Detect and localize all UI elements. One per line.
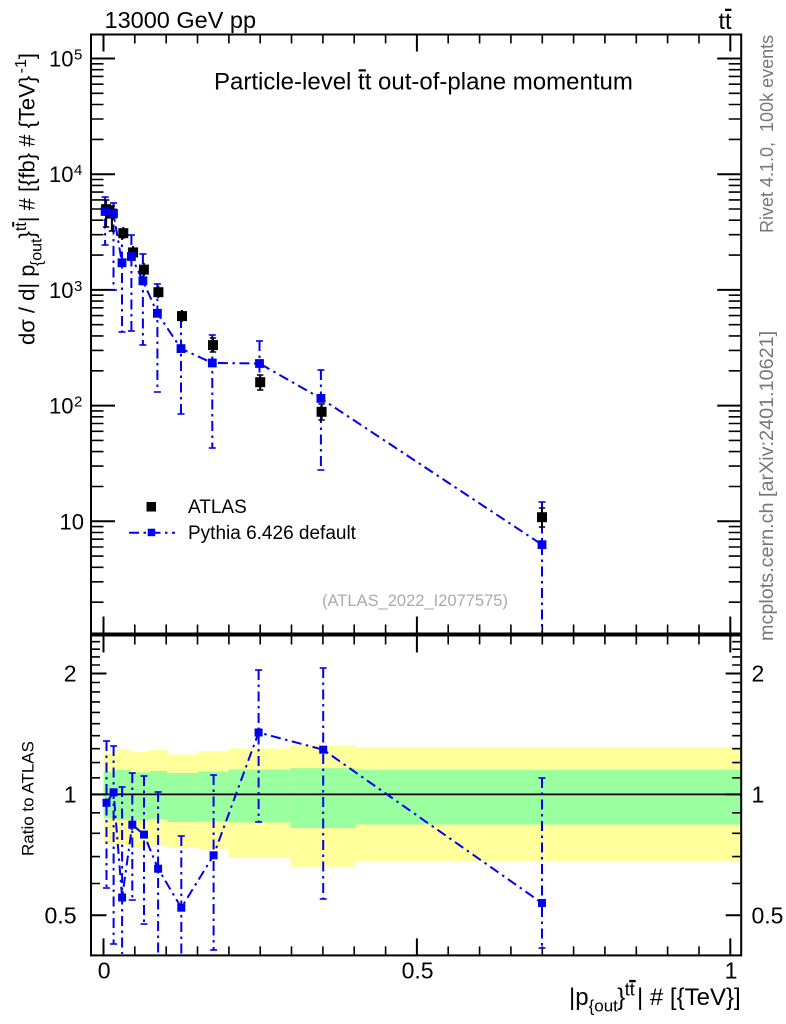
svg-text:4: 4	[74, 162, 82, 179]
svg-text:0.5: 0.5	[45, 902, 77, 928]
svg-text:1: 1	[725, 958, 738, 984]
svg-text:-1: -1	[13, 59, 30, 73]
svg-text:2: 2	[64, 661, 77, 687]
svg-text:|p: |p	[569, 984, 589, 1011]
svg-text:Ratio to ATLAS: Ratio to ATLAS	[18, 741, 37, 856]
svg-text:tt: tt	[625, 979, 635, 999]
svg-text:(ATLAS_2022_I2077575): (ATLAS_2022_I2077575)	[322, 592, 508, 610]
svg-text:1: 1	[64, 781, 77, 807]
svg-text:0.5: 0.5	[402, 958, 434, 984]
svg-text:10: 10	[49, 394, 73, 419]
svg-text:}: }	[15, 231, 40, 238]
svg-text:2: 2	[74, 394, 82, 411]
svg-text:Particle-level tt out-of-plane: Particle-level tt out-of-plane momentum	[214, 68, 633, 95]
svg-text:Pythia 6.426 default: Pythia 6.426 default	[188, 523, 357, 544]
svg-text:{out: {out	[28, 238, 45, 266]
svg-text:}: }	[617, 984, 625, 1011]
svg-text:{out: {out	[589, 997, 619, 1016]
svg-text:Rivet 4.1.0, 100k events: Rivet 4.1.0, 100k events	[757, 35, 777, 233]
svg-text:tt: tt	[13, 222, 30, 231]
svg-text:| # [{TeV}]: | # [{TeV}]	[637, 984, 741, 1011]
svg-text:tt: tt	[719, 8, 733, 34]
svg-text:10: 10	[60, 509, 84, 534]
svg-text:1: 1	[752, 781, 765, 807]
svg-text:5: 5	[74, 47, 82, 64]
svg-text:0.5: 0.5	[752, 902, 784, 928]
svg-text:10: 10	[49, 278, 73, 303]
svg-text:ATLAS: ATLAS	[188, 497, 247, 518]
svg-text:mcplots.cern.ch [arXiv:2401.10: mcplots.cern.ch [arXiv:2401.10621]	[756, 331, 778, 641]
svg-text:]: ]	[15, 53, 40, 59]
svg-text:0: 0	[98, 958, 111, 984]
svg-text:10: 10	[49, 47, 73, 72]
svg-text:2: 2	[752, 661, 765, 687]
svg-text:3: 3	[74, 278, 82, 295]
svg-text:dσ / d| p: dσ / d| p	[15, 265, 40, 345]
svg-text:13000 GeV pp: 13000 GeV pp	[105, 7, 257, 33]
svg-text:10: 10	[49, 162, 73, 187]
svg-text:| # [{fb} # {TeV}: | # [{fb} # {TeV}	[15, 76, 40, 222]
